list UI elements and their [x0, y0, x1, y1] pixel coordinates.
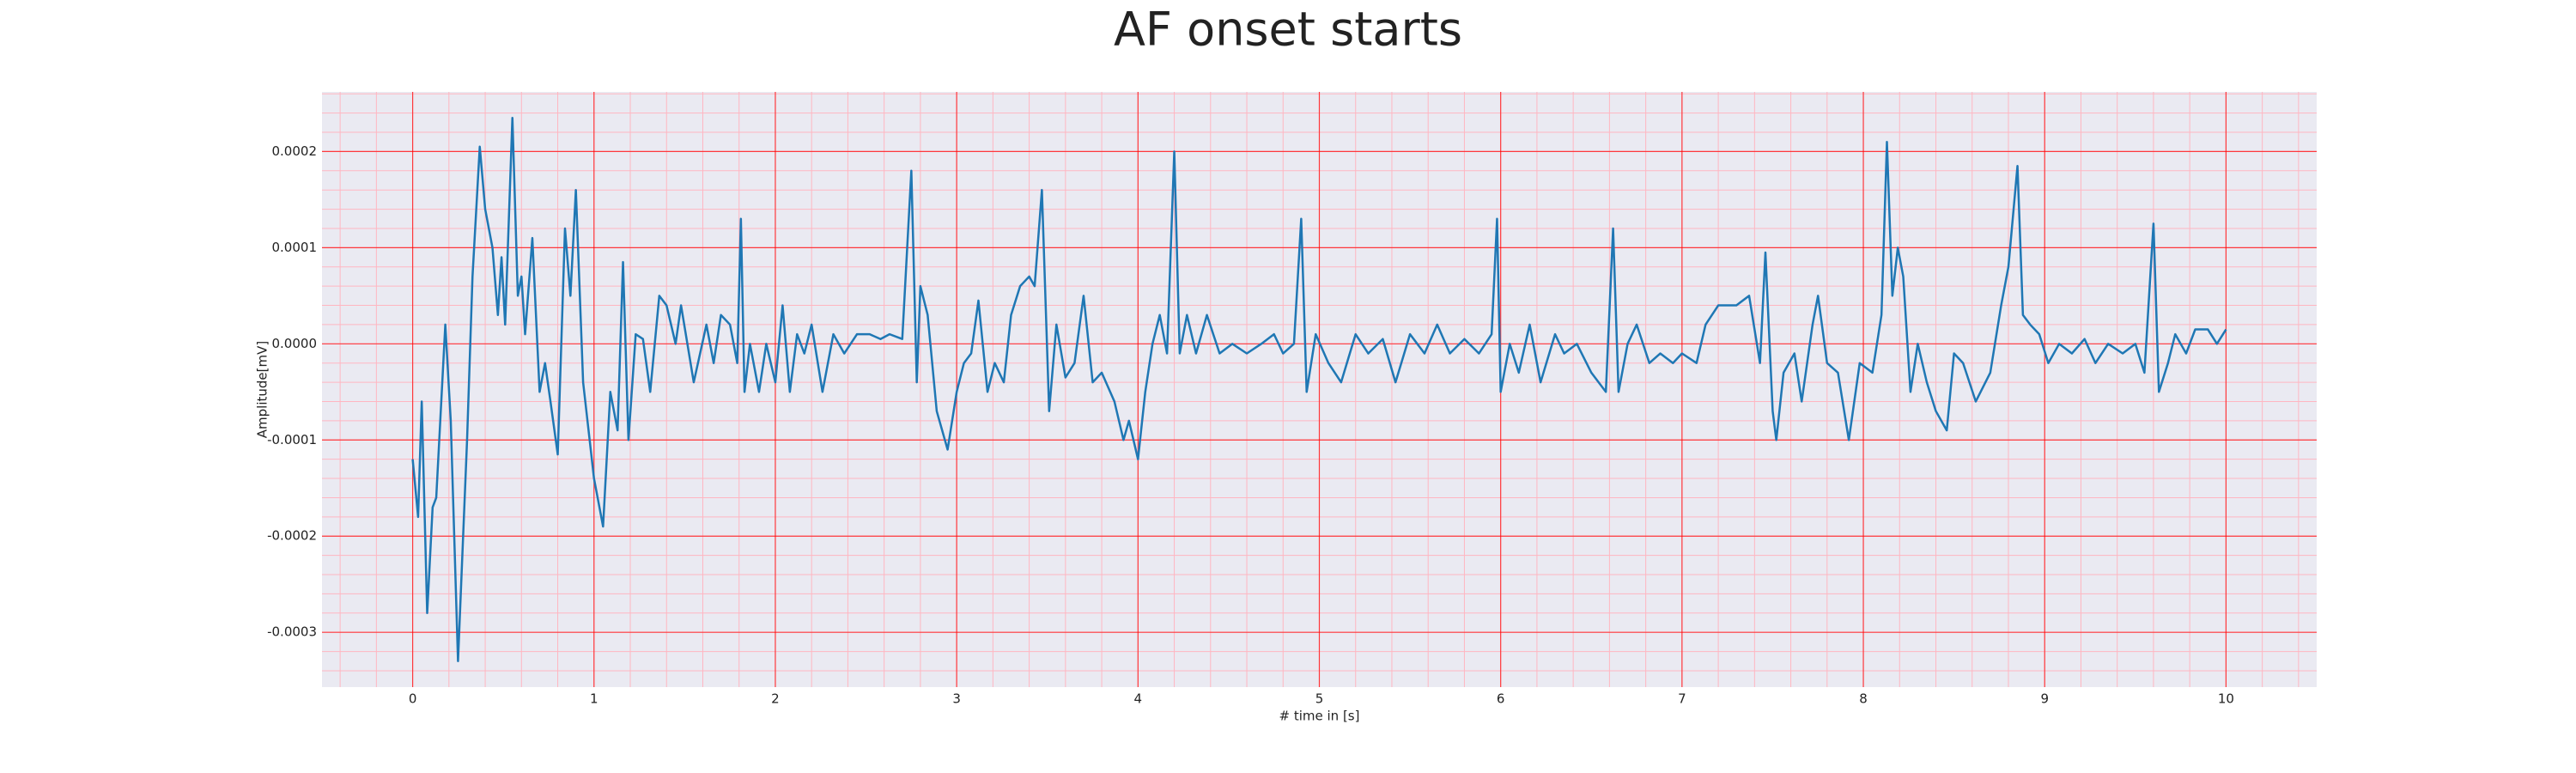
x-axis-label: # time in [s] [1279, 709, 1360, 724]
y-tick-label: -0.0001 [267, 432, 317, 447]
x-tick-label: 1 [590, 691, 598, 707]
signal-line [411, 116, 2227, 663]
x-tick-label: 8 [1859, 691, 1868, 707]
x-tick-label: 5 [1315, 691, 1324, 707]
y-tick-label: 0.0001 [272, 240, 318, 255]
x-tick-label: 4 [1134, 691, 1143, 707]
x-tick-label: 9 [2040, 691, 2049, 707]
x-tick-label: 10 [2218, 691, 2234, 707]
y-tick-label: -0.0002 [267, 528, 317, 544]
x-tick-label: 0 [409, 691, 417, 707]
y-tick-label: 0.0000 [272, 336, 318, 351]
x-tick-label: 3 [952, 691, 961, 707]
y-axis-label: Amplitude[mV] [255, 341, 270, 438]
y-tick-label: 0.0002 [272, 143, 318, 159]
x-tick-label: 2 [771, 691, 780, 707]
chart-title: AF onset starts [1114, 3, 1462, 57]
x-tick-label: 6 [1497, 691, 1505, 707]
y-tick-label: -0.0003 [267, 624, 317, 640]
x-tick-label: 7 [1678, 691, 1686, 707]
